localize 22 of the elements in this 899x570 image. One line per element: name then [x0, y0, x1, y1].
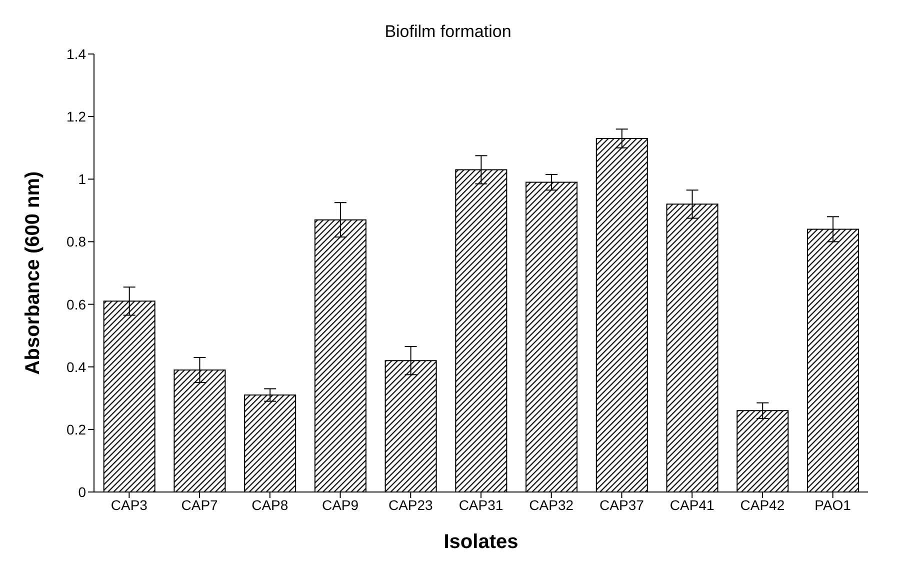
y-tick-label: 0.4	[66, 358, 86, 375]
y-tick-label: 0.6	[66, 296, 86, 312]
x-tick-label: CAP7	[181, 496, 218, 513]
x-tick-label: CAP3	[110, 496, 148, 513]
y-tick-label: 0.2	[66, 421, 86, 438]
y-tick-label: 1.4	[66, 46, 86, 62]
x-tick-label: CAP23	[388, 496, 434, 513]
x-tick-label: CAP31	[458, 496, 504, 513]
x-tick-label: PAO1	[814, 496, 852, 513]
x-tick-label: CAP42	[740, 496, 785, 513]
x-tick-label: CAP41	[670, 496, 714, 513]
x-tick-label: CAP32	[529, 496, 574, 513]
y-tick-label: 0.8	[66, 234, 86, 250]
x-axis-title: Isolates	[444, 531, 518, 553]
x-tick-label: CAP37	[600, 496, 644, 513]
x-tick-label: CAP9	[322, 496, 359, 513]
x-tick-label: CAP8	[252, 496, 288, 513]
y-tick-label: 1	[78, 171, 86, 188]
chart-title: Biofilm formation	[384, 22, 512, 41]
y-tick-label: 0	[78, 484, 86, 500]
y-axis-title: Absorbance (600 nm)	[22, 171, 44, 375]
y-tick-label: 1.2	[66, 108, 86, 125]
